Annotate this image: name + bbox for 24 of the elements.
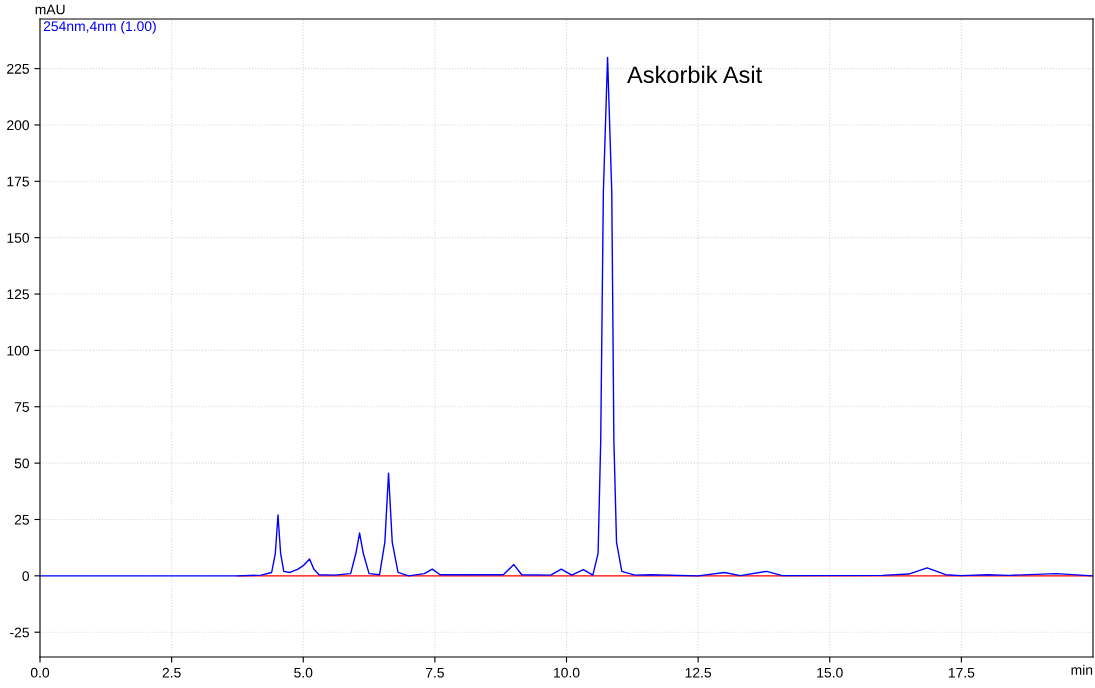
annotation: Askorbik Asit	[627, 65, 762, 84]
x-axis-title: min	[1071, 664, 1093, 675]
x-tick-label: 7.5	[425, 667, 444, 678]
x-tick-label: 17.5	[948, 667, 975, 678]
x-tick-label: 2.5	[162, 667, 181, 678]
y-tick-label: 50	[14, 458, 30, 469]
y-tick-label: 125	[7, 289, 29, 300]
y-tick-label: 200	[7, 120, 30, 131]
y-tick-label: 25	[14, 514, 29, 525]
x-tick-label: 0.0	[30, 667, 50, 678]
x-tick-label: 15.0	[817, 667, 843, 678]
y-tick-label: 225	[7, 63, 29, 74]
x-tick-label: 12.5	[685, 667, 712, 678]
y-axis-title: mAU	[35, 4, 65, 15]
text: 254nm,4nm (1.00)	[43, 20, 156, 34]
y-tick-label: 175	[7, 176, 29, 187]
line-series	[40, 56, 1093, 577]
y-tick-label: 75	[14, 402, 29, 412]
y-tick-label: 0	[22, 571, 30, 582]
y-tick-label: 100	[7, 345, 30, 356]
y-tick-label: -25	[10, 627, 29, 638]
x-tick-label: 10.0	[554, 667, 580, 678]
y-tick-label: 150	[7, 233, 30, 243]
x-tick-label: 5.0	[294, 667, 313, 678]
